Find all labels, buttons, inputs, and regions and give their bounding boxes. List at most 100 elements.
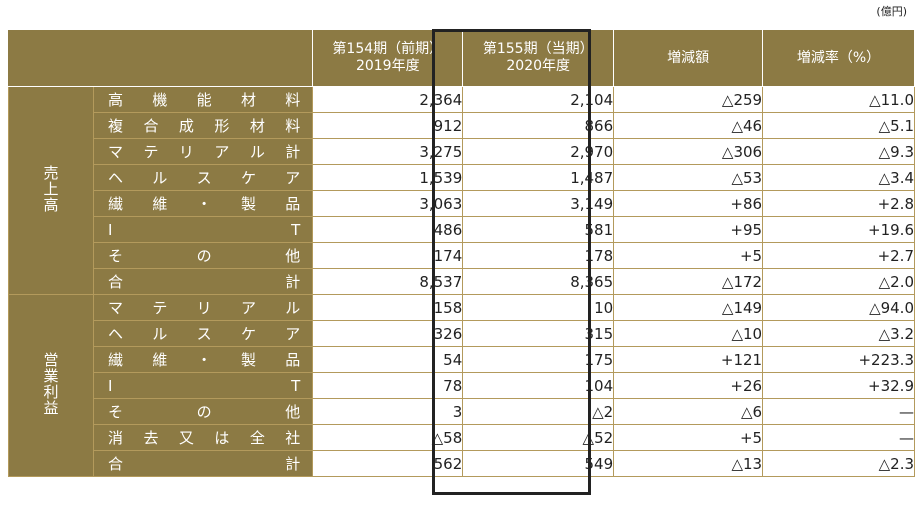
row-label: その他 bbox=[92, 398, 314, 425]
change-amount: △259 bbox=[613, 86, 764, 113]
prev-value: 174 bbox=[312, 242, 464, 269]
change-rate: △11.0 bbox=[762, 86, 915, 113]
total-row: 合計 562 549 △13 △2.3 bbox=[9, 450, 915, 477]
change-amount: +95 bbox=[613, 216, 764, 243]
row-label-char: 社 bbox=[285, 429, 301, 447]
header-change-rate: 増減率（%） bbox=[762, 29, 915, 87]
row-label-char: ヘ bbox=[108, 169, 124, 187]
row-label: ヘルスケア bbox=[92, 164, 314, 191]
row-label-char: 消 bbox=[108, 429, 124, 447]
row-label-char: ケ bbox=[240, 169, 256, 187]
header-change-amount: 増減額 bbox=[613, 29, 764, 87]
row-label-char: ス bbox=[196, 169, 212, 187]
change-rate: △3.4 bbox=[762, 164, 915, 191]
row-label-char: 合 bbox=[143, 117, 159, 135]
change-rate: △9.3 bbox=[762, 138, 915, 165]
row-label-char: 維 bbox=[152, 195, 168, 213]
row-label-char: 料 bbox=[285, 91, 301, 109]
change-amount: △6 bbox=[613, 398, 764, 425]
row-label-char: 繊 bbox=[108, 195, 124, 213]
row-label-char: 成 bbox=[178, 117, 194, 135]
cur-value: 581 bbox=[462, 216, 615, 243]
table-row: マ テ リ ア ル 計 3,275 2,970 △306 △9.3 bbox=[9, 138, 915, 165]
prev-value: 326 bbox=[312, 320, 464, 347]
table-row: そ の 他 3 △2 △6— bbox=[9, 398, 915, 425]
row-label-char: 能 bbox=[196, 91, 212, 109]
table-row: ヘ ル ス ケ ア 326 315 △10 △3.2 bbox=[9, 320, 915, 347]
cur-value: 2,970 bbox=[462, 138, 615, 165]
row-label: その他 bbox=[92, 242, 314, 269]
prev-value: 158 bbox=[312, 294, 464, 321]
change-amount: △53 bbox=[613, 164, 764, 191]
header-corner bbox=[7, 29, 314, 87]
cur-value: 10 bbox=[462, 294, 615, 321]
cur-value: 2,104 bbox=[462, 86, 615, 113]
cur-value: 175 bbox=[462, 346, 615, 373]
row-label-char: ・ bbox=[196, 195, 212, 213]
row-label-char: 品 bbox=[285, 351, 301, 369]
row-label-char: T bbox=[291, 220, 301, 239]
change-rate: — bbox=[762, 424, 915, 451]
row-label-char: 繊 bbox=[108, 351, 124, 369]
table-row: 繊 維 ・ 製 品 3,063 3,149 +86 +2.8 bbox=[9, 190, 915, 217]
section-group-text: 営業利益 bbox=[41, 351, 60, 416]
row-label-char: マ bbox=[108, 299, 124, 317]
prev-value: 562 bbox=[312, 450, 464, 477]
row-label-char: I bbox=[108, 376, 113, 395]
row-label-chars: 繊 維 ・ 製 品 bbox=[94, 349, 312, 370]
row-label-chars: マテリアル bbox=[94, 297, 312, 318]
row-label-char: 計 bbox=[285, 273, 301, 291]
row-label-char: ル bbox=[152, 325, 168, 343]
change-rate: +32.9 bbox=[762, 372, 915, 399]
row-label-char: ア bbox=[285, 169, 301, 187]
table-row: 複 合 成 形 材 料 912 866 △46 △5.1 bbox=[9, 112, 915, 139]
row-label: マテリアル bbox=[92, 294, 314, 321]
row-label-char: 複 bbox=[108, 117, 124, 135]
row-label-char: 高 bbox=[108, 91, 124, 109]
cur-value: 315 bbox=[462, 320, 615, 347]
row-label: 繊 維 ・ 製 品 bbox=[92, 190, 314, 217]
row-label: 複合成形材料 bbox=[92, 112, 314, 139]
row-label: 合計 bbox=[92, 268, 314, 295]
row-label-chars: 合計 bbox=[94, 453, 312, 474]
row-label: 合計 bbox=[92, 450, 314, 477]
change-rate: △2.3 bbox=[762, 450, 915, 477]
row-label-char: T bbox=[291, 376, 301, 395]
change-rate: +19.6 bbox=[762, 216, 915, 243]
header-cur-period-line1: 第155期（当期） bbox=[482, 41, 594, 57]
row-label-char: 機 bbox=[152, 91, 168, 109]
row-label-char: 製 bbox=[240, 195, 256, 213]
row-label-chars: その他 bbox=[94, 401, 312, 422]
row-label-char: そ bbox=[108, 403, 124, 421]
prev-value: 912 bbox=[312, 112, 464, 139]
row-label-char: ア bbox=[240, 299, 256, 317]
cur-value: △52 bbox=[462, 424, 615, 451]
cur-value: 178 bbox=[462, 242, 615, 269]
row-label-chars: 複合成形材料 bbox=[94, 115, 312, 136]
row-label-char: 他 bbox=[285, 403, 301, 421]
table-row: I T 78 104 +26 +32.9 bbox=[9, 372, 915, 399]
row-label-char: 計 bbox=[285, 143, 301, 161]
change-amount: △172 bbox=[613, 268, 764, 295]
table-row: ヘ ル ス ケ ア 1,539 1,487 △53 △3.4 bbox=[9, 164, 915, 191]
row-label: 消去又は全社 bbox=[92, 424, 314, 451]
row-label-char: 又 bbox=[178, 429, 194, 447]
row-label-chars: その他 bbox=[94, 245, 312, 266]
row-label-char: 去 bbox=[143, 429, 159, 447]
row-label-char: ・ bbox=[196, 351, 212, 369]
change-amount: △149 bbox=[613, 294, 764, 321]
row-label-chars: 繊 維 ・ 製 品 bbox=[94, 193, 312, 214]
row-label: ヘルスケア bbox=[92, 320, 314, 347]
section-group-text: 売上高 bbox=[41, 164, 60, 213]
row-label-char: 全 bbox=[249, 429, 265, 447]
row-label-char: リ bbox=[196, 299, 212, 317]
row-label: 高機能材料 bbox=[92, 86, 314, 113]
cur-value: 8,365 bbox=[462, 268, 615, 295]
row-label-char: I bbox=[108, 220, 113, 239]
prev-value: △58 bbox=[312, 424, 464, 451]
change-amount: △10 bbox=[613, 320, 764, 347]
row-label-char: 計 bbox=[285, 455, 301, 473]
